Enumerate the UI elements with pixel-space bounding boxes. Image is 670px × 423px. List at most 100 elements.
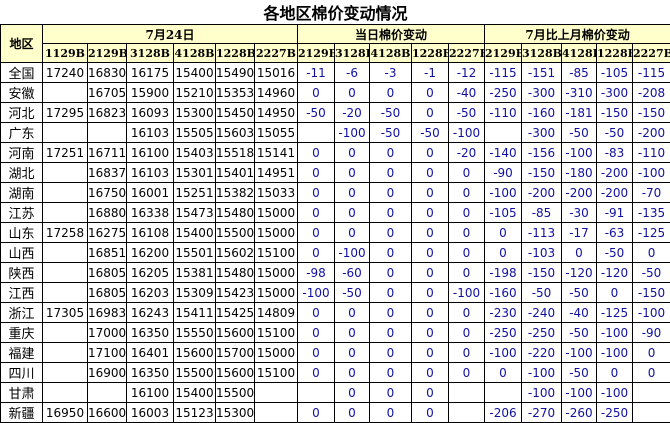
monthly-change-cell: -100 <box>562 143 597 163</box>
daily-change-cell: 0 <box>412 263 449 283</box>
daily-change-cell: 0 <box>335 323 370 343</box>
daily-change-cell: 0 <box>449 343 485 363</box>
daily-change-cell: 0 <box>412 283 449 303</box>
price-cell: 16880 <box>88 203 127 223</box>
daily-change-cell: 0 <box>412 163 449 183</box>
monthly-change-cell: -17 <box>562 223 597 243</box>
price-cell: 15411 <box>174 303 216 323</box>
price-cell: 15500 <box>174 363 216 383</box>
price-cell: 14960 <box>255 83 298 103</box>
daily-change-cell: 0 <box>449 263 485 283</box>
price-cell: 15505 <box>174 123 216 143</box>
daily-col-header: 2129B <box>298 44 335 63</box>
price-cell: 17240 <box>43 63 88 83</box>
daily-change-cell: 0 <box>449 163 485 183</box>
price-cell: 16851 <box>88 243 127 263</box>
region-cell: 广东 <box>1 123 43 143</box>
daily-change-cell: 0 <box>370 303 412 323</box>
price-cell: 15016 <box>255 63 298 83</box>
price-cell: 16200 <box>127 243 174 263</box>
price-cell: 16338 <box>127 203 174 223</box>
monthly-change-cell: -50 <box>597 123 633 143</box>
daily-change-cell: 0 <box>370 203 412 223</box>
daily-change-cell: 0 <box>298 163 335 183</box>
price-cell: 16100 <box>127 143 174 163</box>
daily-col-header: 3128B <box>335 44 370 63</box>
monthly-change-cell: -103 <box>522 243 562 263</box>
daily-change-cell: -100 <box>449 283 485 303</box>
price-cell: 15480 <box>216 203 255 223</box>
monthly-change-cell: -160 <box>522 103 562 123</box>
monthly-change-cell: -150 <box>522 163 562 183</box>
daily-col-header: 4128B <box>370 44 412 63</box>
daily-change-cell: 0 <box>370 323 412 343</box>
daily-change-cell: -1 <box>412 63 449 83</box>
daily-change-cell: -20 <box>449 143 485 163</box>
daily-change-cell: 0 <box>298 303 335 323</box>
monthly-change-cell: -100 <box>562 343 597 363</box>
price-cell: 15000 <box>255 203 298 223</box>
price-cell: 16401 <box>127 343 174 363</box>
region-cell: 江苏 <box>1 203 43 223</box>
price-cell: 15500 <box>216 223 255 243</box>
monthly-change-cell: 0 <box>485 363 522 383</box>
price-cell: 15251 <box>174 183 216 203</box>
monthly-change-cell: -250 <box>597 403 633 423</box>
daily-change-cell: 0 <box>298 343 335 363</box>
monthly-change-cell: -220 <box>522 343 562 363</box>
price-cell <box>43 323 88 343</box>
price-cell: 17000 <box>88 323 127 343</box>
price-cell: 15480 <box>216 263 255 283</box>
price-cell: 15425 <box>216 303 255 323</box>
monthly-change-cell: -150 <box>522 263 562 283</box>
daily-change-cell: 0 <box>370 363 412 383</box>
daily-change-cell: 0 <box>298 363 335 383</box>
daily-change-cell: 0 <box>449 303 485 323</box>
daily-change-cell: -50 <box>298 103 335 123</box>
daily-change-cell: 0 <box>370 83 412 103</box>
price-cell: 15300 <box>216 403 255 423</box>
daily-change-cell: 0 <box>412 403 449 423</box>
daily-change-cell: 0 <box>412 243 449 263</box>
price-cell: 16103 <box>127 163 174 183</box>
region-cell: 重庆 <box>1 323 43 343</box>
price-cell: 16350 <box>127 363 174 383</box>
price-cell: 16837 <box>88 163 127 183</box>
price-cell: 16175 <box>127 63 174 83</box>
price-cell: 16205 <box>127 263 174 283</box>
price-cell: 16750 <box>88 183 127 203</box>
page-title: 各地区棉价变动情况 <box>1 0 670 25</box>
monthly-change-cell: -200 <box>522 183 562 203</box>
monthly-change-cell: -260 <box>562 403 597 423</box>
monthly-change-cell: -180 <box>562 163 597 183</box>
daily-change-cell: -12 <box>449 63 485 83</box>
monthly-col-header: 2129B <box>485 44 522 63</box>
region-header: 地区 <box>1 25 43 63</box>
daily-change-cell: -100 <box>449 123 485 143</box>
daily-change-cell: 0 <box>370 163 412 183</box>
monthly-change-cell: -120 <box>562 263 597 283</box>
region-cell: 福建 <box>1 343 43 363</box>
price-cell <box>43 343 88 363</box>
daily-change-cell: -98 <box>298 263 335 283</box>
price-cell <box>43 203 88 223</box>
daily-change-cell: -60 <box>335 263 370 283</box>
price-cell: 16805 <box>88 263 127 283</box>
monthly-change-cell: -230 <box>485 303 522 323</box>
monthly-change-cell: -100 <box>633 163 670 183</box>
region-cell: 湖南 <box>1 183 43 203</box>
price-cell: 16823 <box>88 103 127 123</box>
monthly-change-cell: -300 <box>597 83 633 103</box>
monthly-change-cell: -50 <box>633 263 670 283</box>
daily-change-cell: -50 <box>412 123 449 143</box>
daily-change-cell: 0 <box>335 223 370 243</box>
price-cell: 15403 <box>174 143 216 163</box>
daily-change-cell: 0 <box>335 83 370 103</box>
